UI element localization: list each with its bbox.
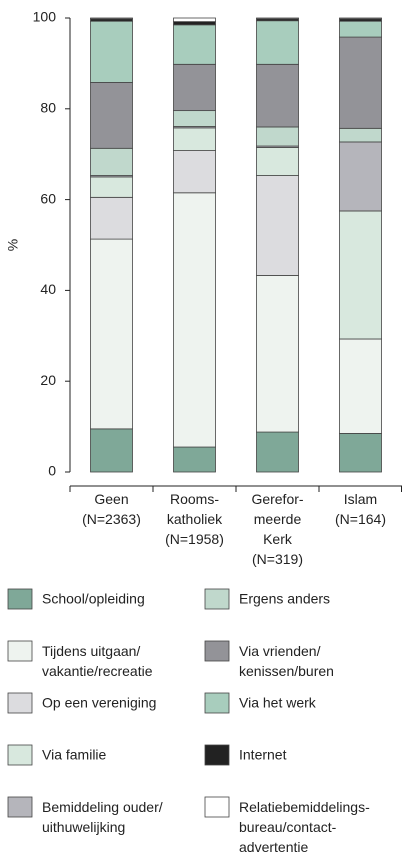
bar-segment: [90, 238, 133, 430]
bar-segment: [256, 146, 299, 176]
bar-segment: [90, 20, 133, 83]
y-tick-label: 40: [40, 281, 56, 297]
bar-segment: [90, 428, 133, 473]
x-tick-label: Rooms-katholiek (N=1958): [165, 491, 224, 547]
bar-segment: [173, 17, 216, 23]
y-axis-label: %: [5, 239, 21, 251]
legend-swatch: [204, 796, 230, 818]
bar-segment: [90, 196, 133, 240]
y-tick-label: 60: [40, 190, 56, 206]
legend-swatch: [204, 588, 230, 610]
bar-segment: [90, 176, 133, 198]
bar-segment: [339, 17, 382, 20]
x-tick-label: Geen (N=2363): [82, 491, 141, 527]
legend-label: Via het werk: [239, 695, 317, 711]
bar-segment: [339, 36, 382, 129]
bar-segment: [173, 150, 216, 194]
y-tick-label: 0: [48, 463, 56, 479]
legend-swatch: [204, 640, 230, 662]
legend-label: Op een vereniging: [42, 695, 156, 711]
legend-label: Ergens anders: [239, 591, 330, 607]
x-tick-label: Islam (N=164): [335, 491, 386, 527]
y-tick-label: 20: [40, 372, 56, 388]
bar-segment: [173, 21, 216, 26]
bar-segment: [173, 24, 216, 65]
legend-label: School/opleiding: [42, 591, 145, 607]
bar-segment: [173, 127, 216, 151]
legend-swatch: [7, 640, 33, 662]
bar-segment: [256, 431, 299, 473]
bar-segment: [173, 63, 216, 112]
legend-swatch: [7, 588, 33, 610]
bar-segment: [339, 433, 382, 473]
legend-swatch: [7, 692, 33, 714]
bar-segment: [173, 192, 216, 448]
bar-segment: [256, 175, 299, 276]
legend-swatch: [7, 796, 33, 818]
bar-segment: [90, 82, 133, 149]
bar-segment: [256, 20, 299, 65]
bar-segment: [173, 446, 216, 473]
legend-label: Relatiebemiddelings-bureau/contact-adver…: [239, 799, 370, 855]
legend-label: Via vrienden/kenissen/buren: [239, 643, 334, 679]
bar-segment: [256, 275, 299, 433]
bar-segment: [339, 20, 382, 38]
legend-label: Via familie: [42, 747, 107, 763]
y-tick-label: 100: [33, 9, 57, 25]
legend-swatch: [204, 744, 230, 766]
bar-segment: [90, 17, 133, 20]
legend-swatch: [204, 692, 230, 714]
legend-label: Tijdens uitgaan/vakantie/recreatie: [42, 643, 153, 679]
legend-label: Internet: [239, 747, 287, 763]
bar-segment: [256, 63, 299, 128]
x-tick-label: Gerefor-meerde Kerk (N=319): [251, 491, 303, 567]
bar-segment: [173, 110, 216, 127]
bar-segment: [339, 141, 382, 212]
bar-segment: [339, 210, 382, 340]
legend-swatch: [7, 744, 33, 766]
y-tick-label: 80: [40, 100, 56, 116]
bar-segment: [339, 127, 382, 143]
bar-segment: [339, 338, 382, 434]
legend-label: Bemiddeling ouder/uithuwelijking: [42, 799, 163, 835]
bar-segment: [90, 147, 133, 176]
bar-segment: [256, 126, 299, 147]
bar-segment: [256, 17, 299, 20]
